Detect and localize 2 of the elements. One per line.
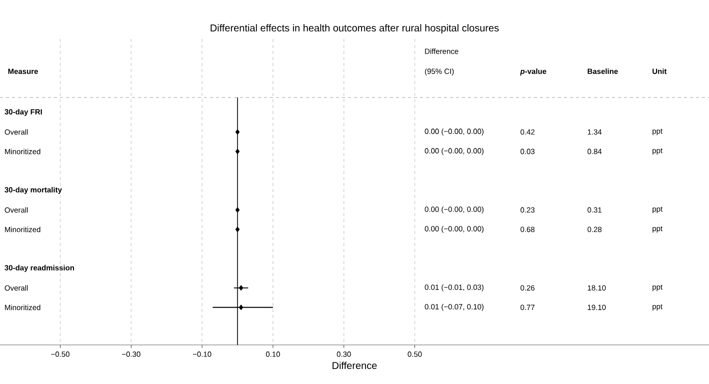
chart-title: Differential effects in health outcomes after rural hospital closures — [210, 24, 499, 34]
x-axis-title: Difference — [332, 362, 377, 370]
